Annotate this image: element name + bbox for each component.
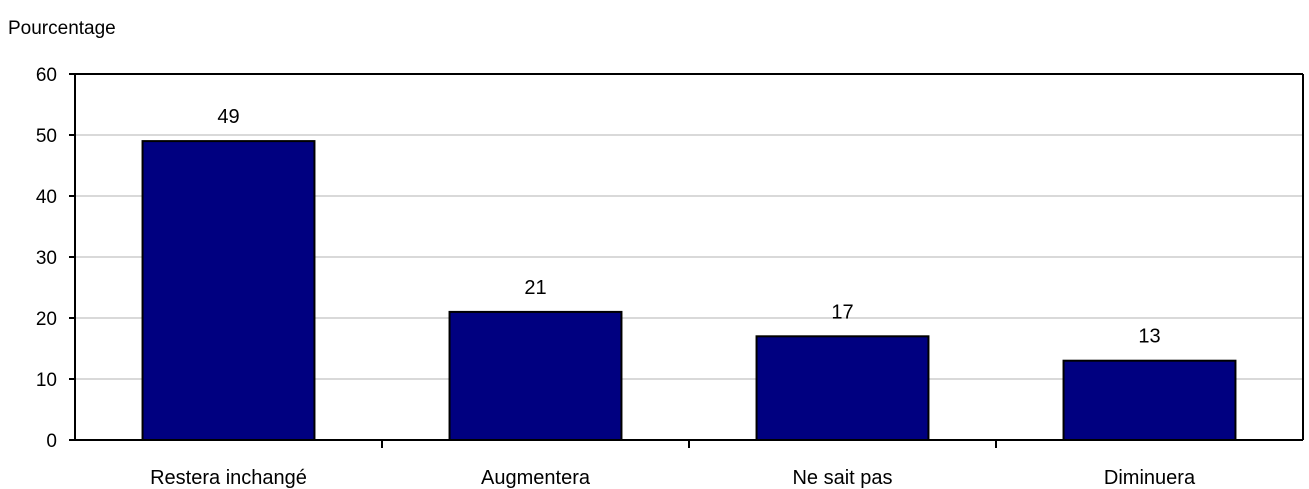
x-tick-label: Restera inchangé [150,467,307,489]
x-tick-labels: Restera inchangé Augmentera Ne sait pas Dim… [150,467,1196,489]
bar [141,140,316,441]
y-tick-label: 40 [36,187,57,208]
y-tick-label: 20 [36,309,57,330]
data-labels: 49 21 17 13 [217,106,1160,348]
y-tick-label: 30 [36,248,57,269]
bar [755,335,930,441]
bar [448,310,623,441]
axes [69,73,1304,448]
x-tick-label: Ne sait pas [792,467,892,489]
y-axis-title: Pourcentage [8,18,116,39]
data-label: 13 [1138,326,1160,348]
data-label: 21 [524,277,546,299]
bar [1062,359,1237,442]
y-tick-label: 50 [36,126,57,147]
y-tick-labels: 0 10 20 30 40 50 60 [36,65,57,452]
x-tick-label: Augmentera [481,467,591,489]
y-tick-label: 10 [36,370,57,391]
x-tick-label: Diminuera [1104,467,1196,489]
y-tick-label: 0 [46,431,57,452]
bars [141,140,1237,442]
data-label: 49 [217,106,239,128]
y-tick-label: 60 [36,65,57,86]
data-label: 17 [831,301,853,323]
